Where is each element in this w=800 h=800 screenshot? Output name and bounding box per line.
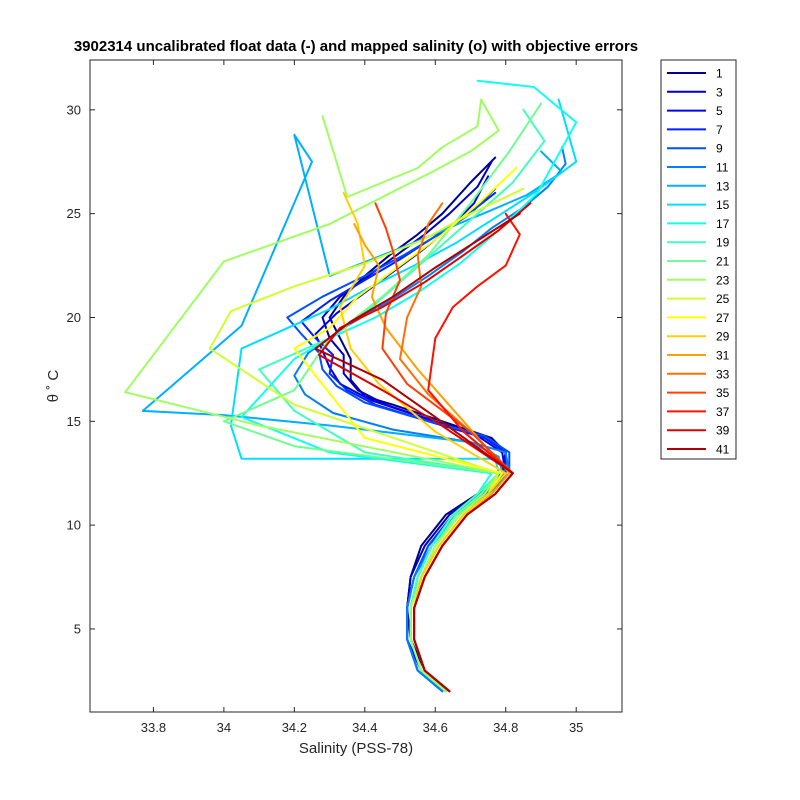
y-axis-label: θ ˚ C <box>45 370 62 403</box>
axes-frame <box>89 59 623 713</box>
series-line-41 <box>314 212 521 693</box>
legend-label-35: 35 <box>716 386 730 400</box>
y-tick-label: 15 <box>67 414 81 429</box>
legend-label-41: 41 <box>716 443 730 457</box>
x-tick-label: 35 <box>569 720 583 735</box>
legend-label-5: 5 <box>716 104 723 118</box>
x-tick-label: 34.4 <box>352 720 377 735</box>
x-tick-label: 34.6 <box>423 720 448 735</box>
y-tick-label: 5 <box>74 621 81 636</box>
legend-label-17: 17 <box>716 217 730 231</box>
x-axis-label: Salinity (PSS-78) <box>299 740 413 757</box>
legend-label-1: 1 <box>716 67 723 81</box>
legend-label-3: 3 <box>716 85 723 99</box>
x-tick-label: 34 <box>217 720 231 735</box>
legend-label-7: 7 <box>716 123 723 137</box>
legend-label-19: 19 <box>716 236 730 250</box>
legend-label-11: 11 <box>716 161 729 175</box>
legend-label-33: 33 <box>716 367 730 381</box>
legend-label-37: 37 <box>716 405 730 419</box>
y-tick-label: 25 <box>67 206 81 221</box>
legend-label-25: 25 <box>716 292 730 306</box>
x-tick-label: 33.8 <box>141 720 166 735</box>
legend-label-39: 39 <box>716 424 730 438</box>
x-axis-ticks: 33.8 34 34.2 34.4 34.6 34.8 35 <box>141 60 583 735</box>
y-tick-label: 30 <box>67 102 81 117</box>
legend-label-23: 23 <box>716 273 730 287</box>
legend-label-15: 15 <box>716 198 730 212</box>
legend-label-27: 27 <box>716 311 730 325</box>
series-line-11 <box>293 146 567 693</box>
legend-label-13: 13 <box>716 179 730 193</box>
legend-label-9: 9 <box>716 142 723 156</box>
series-layer <box>124 79 578 693</box>
y-tick-label: 10 <box>67 518 81 533</box>
y-axis-ticks: 5 10 15 20 25 30 <box>67 102 622 636</box>
y-tick-label: 20 <box>67 310 81 325</box>
chart-title: 3902314 uncalibrated float data (-) and … <box>74 38 638 55</box>
legend-label-29: 29 <box>716 330 730 344</box>
x-tick-label: 34.8 <box>493 720 518 735</box>
x-tick-label: 34.2 <box>282 720 307 735</box>
legend-label-21: 21 <box>716 255 730 269</box>
legend-label-31: 31 <box>716 349 730 363</box>
